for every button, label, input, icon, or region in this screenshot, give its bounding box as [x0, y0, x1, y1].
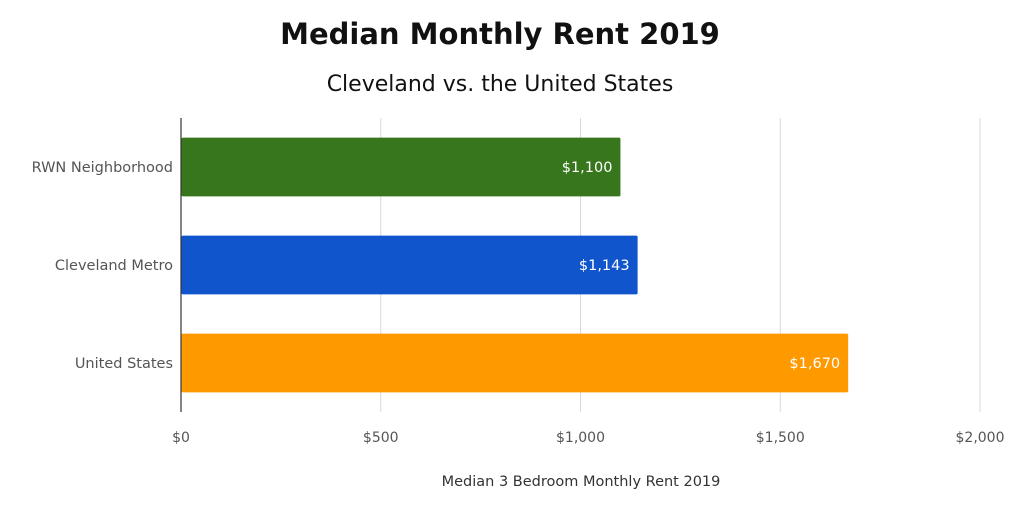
x-tick-label: $2,000: [956, 430, 1005, 446]
category-label: Cleveland Metro: [55, 258, 173, 274]
x-tick-label: $500: [363, 430, 399, 446]
chart-title: Median Monthly Rent 2019: [280, 17, 720, 51]
bars: $1,100 $1,143 $1,670: [181, 137, 849, 393]
bar: [181, 333, 849, 393]
category-label: United States: [75, 356, 173, 372]
chart-subtitle: Cleveland vs. the United States: [327, 72, 674, 97]
x-tick-label: $0: [172, 430, 190, 446]
bar: [181, 137, 621, 197]
x-axis-label: Median 3 Bedroom Monthly Rent 2019: [442, 474, 721, 490]
x-axis-ticks: $0 $500 $1,000 $1,500 $2,000: [172, 430, 1004, 446]
bar-value-label: $1,670: [789, 356, 840, 372]
category-label: RWN Neighborhood: [32, 160, 173, 176]
bar-value-label: $1,100: [562, 160, 613, 176]
bar-value-label: $1,143: [579, 258, 630, 274]
x-tick-label: $1,500: [756, 430, 805, 446]
bar: [181, 235, 638, 295]
category-labels: RWN Neighborhood Cleveland Metro United St…: [32, 160, 174, 372]
x-tick-label: $1,000: [556, 430, 605, 446]
